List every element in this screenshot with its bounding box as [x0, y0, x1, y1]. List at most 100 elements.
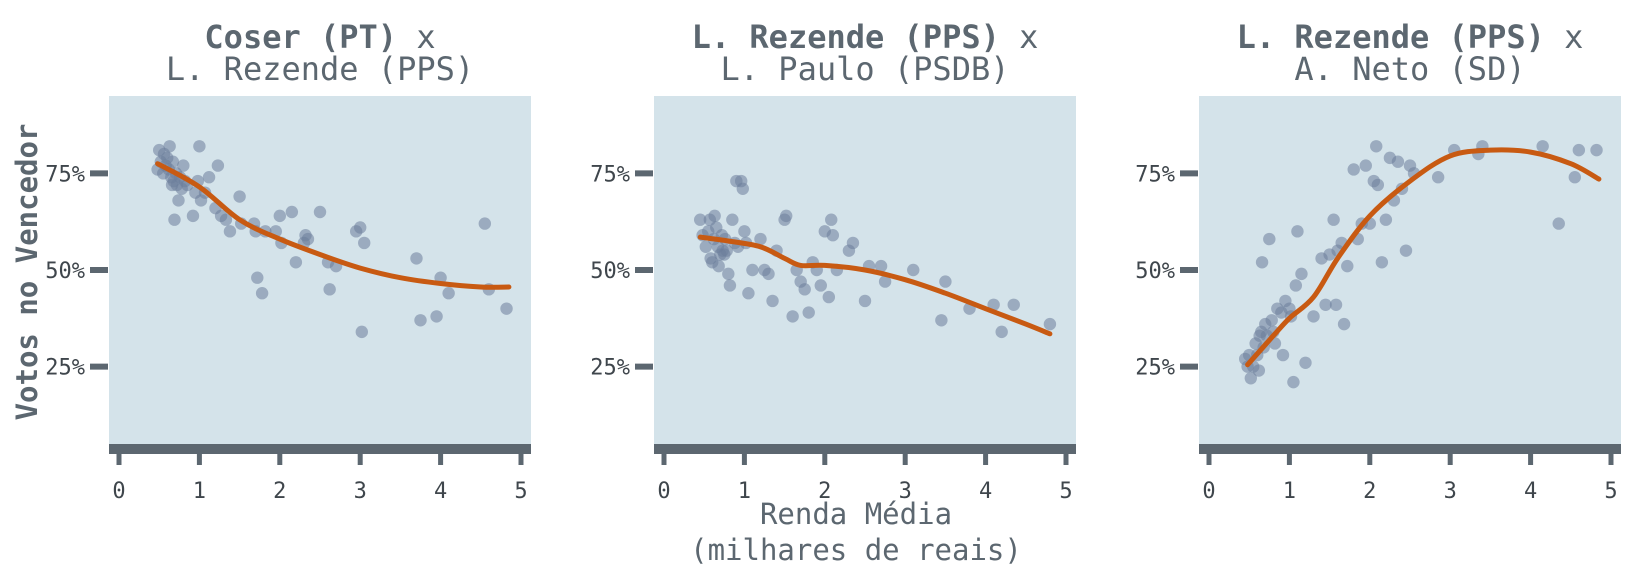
- data-point: [1568, 171, 1582, 184]
- panel-title-x: x: [1000, 18, 1039, 56]
- data-point: [313, 205, 327, 219]
- data-point: [1379, 213, 1393, 226]
- panel-subtitle: L. Rezende (PPS): [166, 50, 474, 88]
- panel-subtitle: A. Neto (SD): [1294, 50, 1525, 88]
- data-point: [1307, 310, 1320, 323]
- y-tick-label: 75%: [1135, 162, 1175, 187]
- data-point: [1255, 256, 1269, 269]
- data-point: [193, 140, 206, 153]
- panel-subtitle: L. Paulo (PSDB): [721, 50, 1010, 88]
- x-tick-label: 1: [193, 479, 206, 504]
- x-tick-label: 0: [1202, 479, 1215, 504]
- data-point: [1552, 217, 1565, 230]
- data-point: [223, 225, 237, 238]
- plot-background: [109, 96, 531, 444]
- x-tick-label: 3: [899, 479, 912, 504]
- x-axis-label-line1: Renda Média: [760, 497, 952, 531]
- x-tick-label: 3: [354, 479, 367, 504]
- data-point: [478, 217, 492, 230]
- data-point: [693, 213, 707, 226]
- data-point: [1291, 225, 1304, 238]
- data-point: [874, 259, 888, 273]
- data-point: [163, 140, 176, 153]
- data-point: [939, 275, 952, 288]
- panels-group: Coser (PT) xL. Rezende (PPS)0 1 2 3 4 525%50%…: [45, 18, 1621, 504]
- chart-panel-3: L. Rezende (PPS) xA. Neto (SD)0 1 2 3 4 525%5…: [1135, 18, 1621, 504]
- data-point: [1007, 298, 1020, 311]
- data-point: [1299, 356, 1312, 369]
- x-tick-label: 5: [514, 479, 527, 504]
- data-point: [172, 194, 185, 207]
- data-point: [1536, 140, 1549, 153]
- data-point: [166, 155, 180, 168]
- data-point: [410, 252, 423, 265]
- data-point: [878, 275, 892, 288]
- data-point: [202, 171, 216, 184]
- data-point: [846, 236, 860, 250]
- data-point: [1370, 140, 1383, 153]
- data-point: [211, 159, 225, 172]
- panel-title-bold: L. Rezende (PPS): [1237, 18, 1545, 56]
- data-point: [1289, 279, 1303, 292]
- data-point: [736, 182, 749, 195]
- y-tick-label: 50%: [1135, 259, 1175, 284]
- x-tick-label: 4: [434, 479, 447, 504]
- data-point: [720, 244, 733, 257]
- x-tick-label: 3: [1444, 479, 1457, 504]
- data-point: [1359, 159, 1372, 172]
- data-point: [251, 271, 264, 284]
- trend-line: [155, 161, 512, 290]
- data-point: [219, 213, 233, 226]
- data-point: [814, 279, 827, 292]
- data-point: [1263, 232, 1276, 246]
- panel-title: L. Rezende (PPS) x: [692, 18, 1039, 56]
- data-point: [935, 314, 948, 327]
- data-point: [766, 294, 779, 308]
- x-tick-label: 0: [112, 479, 125, 504]
- x-tick-label: 5: [1604, 479, 1617, 504]
- x-tick-label: 1: [1283, 479, 1296, 504]
- data-point: [987, 298, 1000, 311]
- y-tick-label: 50%: [45, 259, 85, 284]
- y-axis-label: Votos no Vencedor: [10, 124, 44, 421]
- data-point: [1375, 256, 1389, 269]
- data-point: [323, 283, 336, 296]
- data-point: [1431, 171, 1445, 184]
- data-point: [1295, 267, 1308, 281]
- data-point: [1399, 244, 1413, 257]
- data-point: [726, 213, 739, 226]
- data-point: [1287, 375, 1300, 389]
- trend-line: [1245, 147, 1602, 368]
- data-point: [355, 325, 369, 339]
- data-point: [1572, 143, 1586, 157]
- data-point: [1590, 143, 1603, 157]
- y-tick-label: 25%: [45, 356, 85, 381]
- data-point: [1341, 259, 1354, 273]
- data-point: [742, 287, 755, 300]
- data-point: [168, 213, 181, 226]
- data-point: [858, 294, 872, 308]
- data-point: [255, 287, 269, 300]
- data-point: [754, 232, 767, 246]
- panel-title: L. Rezende (PPS) x: [1237, 18, 1584, 56]
- x-tick-label: 4: [1524, 479, 1537, 504]
- data-point: [786, 310, 799, 323]
- data-point: [1337, 317, 1351, 331]
- data-point: [738, 225, 751, 238]
- panel-title-x: x: [1545, 18, 1584, 56]
- x-tick-label: 0: [657, 479, 670, 504]
- data-point: [233, 190, 246, 203]
- data-point: [285, 205, 299, 219]
- data-point: [1371, 178, 1385, 192]
- data-point: [802, 306, 815, 319]
- data-point: [708, 209, 721, 223]
- panel-title-bold: Coser (PT): [204, 18, 397, 56]
- data-point: [442, 287, 455, 300]
- data-point: [1319, 298, 1332, 311]
- data-point: [1265, 314, 1278, 327]
- data-point: [822, 290, 836, 304]
- data-point: [301, 232, 315, 246]
- chart-panel-1: Coser (PT) xL. Rezende (PPS) 0 1 2 3 4 5 25% 50%…: [45, 18, 531, 504]
- x-axis-label-line2: (milhares de reais): [690, 533, 1022, 567]
